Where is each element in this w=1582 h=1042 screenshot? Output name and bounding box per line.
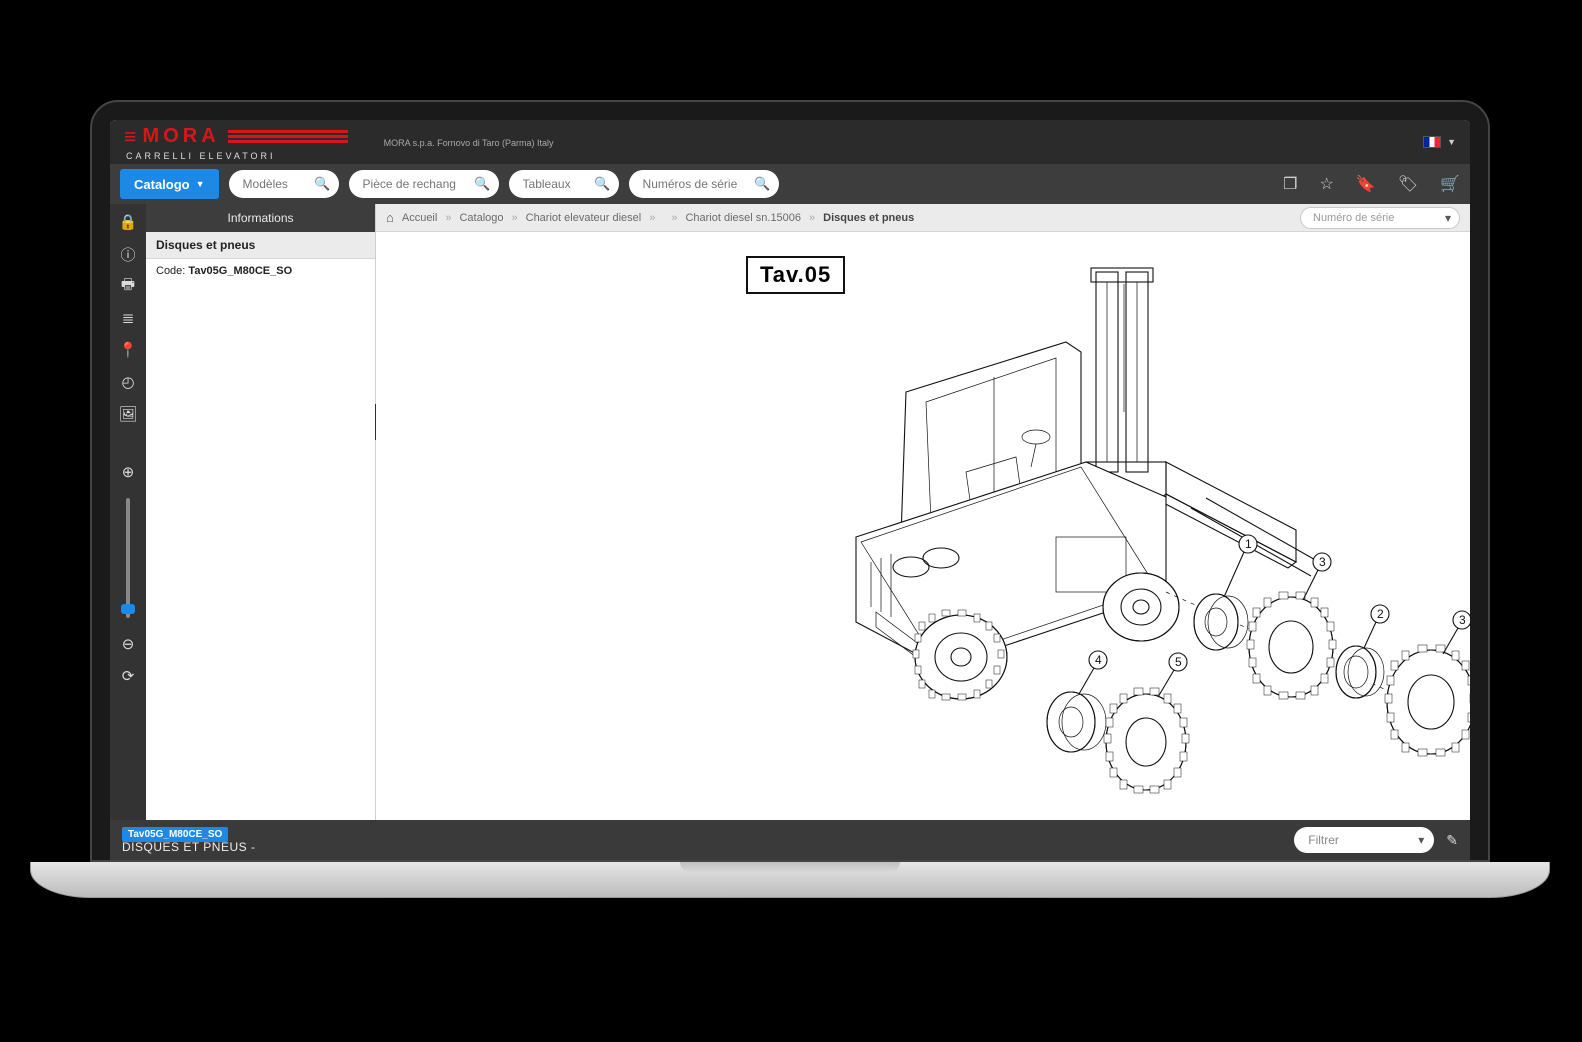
- cart-icon[interactable]: 🛒: [1440, 174, 1460, 194]
- funnel-icon: ▾: [1445, 211, 1451, 225]
- catalog-button-label: Catalogo: [134, 177, 190, 192]
- language-switch[interactable]: ▼: [1423, 136, 1456, 148]
- tag-icon[interactable]: 🏷: [1398, 174, 1418, 194]
- crumb-home[interactable]: Accueil: [402, 212, 437, 224]
- footer-filter-label: Filtrer: [1308, 833, 1339, 847]
- zoom-slider[interactable]: [126, 498, 130, 618]
- star-icon[interactable]: ☆: [1320, 174, 1334, 194]
- info-code-value: Tav05G_M80CE_SO: [188, 265, 292, 277]
- search-models[interactable]: 🔍: [229, 170, 339, 198]
- left-rail: 🔒 ⓘ 🖶 ≣ 📍 ◴ 🖼 ⊕ ⊖ ⟳: [110, 204, 146, 820]
- refresh-icon[interactable]: ⟳: [118, 666, 138, 686]
- svg-text:4: 4: [1095, 653, 1102, 667]
- chevron-down-icon: ▼: [196, 179, 205, 189]
- flag-fr-icon: [1423, 136, 1441, 148]
- info-panel: Informations Disques et pneus Code: Tav0…: [146, 204, 376, 820]
- info-title: Disques et pneus: [146, 232, 375, 259]
- serial-filter[interactable]: Numéro de série ▾: [1300, 207, 1460, 229]
- search-tables[interactable]: 🔍: [509, 170, 619, 198]
- image-icon[interactable]: 🖼: [118, 404, 138, 424]
- serial-filter-label: Numéro de série: [1313, 212, 1394, 224]
- brand-subtitle: CARRELLI ELEVATORI: [126, 151, 348, 161]
- diagram-viewer[interactable]: Tav.05: [376, 232, 1470, 820]
- brand-bar: MORA CARRELLI ELEVATORI MORA s.p.a. Forn…: [110, 120, 1470, 164]
- list-icon[interactable]: ≣: [118, 308, 138, 328]
- catalog-button[interactable]: Catalogo ▼: [120, 169, 219, 199]
- search-spare-input[interactable]: [349, 170, 499, 198]
- footer-title: DISQUES ET PNEUS -: [122, 840, 255, 854]
- main-toolbar: Catalogo ▼ 🔍 🔍 🔍 🔍: [110, 164, 1470, 204]
- lock-icon[interactable]: 🔒: [118, 212, 138, 232]
- zoom-out-icon[interactable]: ⊖: [118, 634, 138, 654]
- search-spare[interactable]: 🔍: [349, 170, 499, 198]
- clock-icon[interactable]: ◴: [118, 372, 138, 392]
- brand-tagline: MORA s.p.a. Fornovo di Taro (Parma) Ital…: [384, 138, 554, 148]
- search-tables-input[interactable]: [509, 170, 619, 198]
- crumb-1[interactable]: Catalogo: [459, 212, 503, 224]
- breadcrumb-bar: ⌂ Accueil» Catalogo» Chariot elevateur d…: [376, 204, 1470, 232]
- svg-text:2: 2: [1377, 607, 1384, 621]
- footer-bar: Tav05G_M80CE_SO DISQUES ET PNEUS - Filtr…: [110, 820, 1470, 860]
- info-code-label: Code:: [156, 265, 185, 277]
- svg-text:5: 5: [1175, 655, 1182, 669]
- search-serial[interactable]: 🔍: [629, 170, 779, 198]
- svg-text:3: 3: [1459, 613, 1466, 627]
- home-icon[interactable]: ⌂: [386, 210, 394, 225]
- zoom-in-icon[interactable]: ⊕: [118, 462, 138, 482]
- cube-icon[interactable]: ❒: [1283, 174, 1297, 194]
- brand-logo: MORA: [124, 124, 348, 150]
- footer-filter[interactable]: Filtrer ▾: [1294, 827, 1434, 853]
- info-header: Informations: [146, 204, 375, 232]
- svg-text:3: 3: [1319, 555, 1326, 569]
- crumb-2[interactable]: Chariot elevateur diesel: [526, 212, 642, 224]
- edit-icon[interactable]: ✎: [1446, 832, 1458, 849]
- print-icon[interactable]: 🖶: [118, 276, 138, 296]
- info-icon[interactable]: ⓘ: [118, 244, 138, 264]
- info-code: Code: Tav05G_M80CE_SO: [146, 259, 375, 283]
- bookmark-icon[interactable]: 🔖: [1356, 174, 1376, 194]
- svg-text:1: 1: [1245, 537, 1252, 551]
- exploded-diagram: 1 3 2 3 4 5: [736, 262, 1470, 820]
- crumb-current: Disques et pneus: [823, 212, 914, 224]
- funnel-icon: ▾: [1418, 833, 1424, 847]
- search-serial-input[interactable]: [629, 170, 779, 198]
- chevron-down-icon: ▼: [1447, 137, 1456, 147]
- crumb-4[interactable]: Chariot diesel sn.15006: [685, 212, 801, 224]
- pin-icon[interactable]: 📍: [118, 340, 138, 360]
- search-models-input[interactable]: [229, 170, 339, 198]
